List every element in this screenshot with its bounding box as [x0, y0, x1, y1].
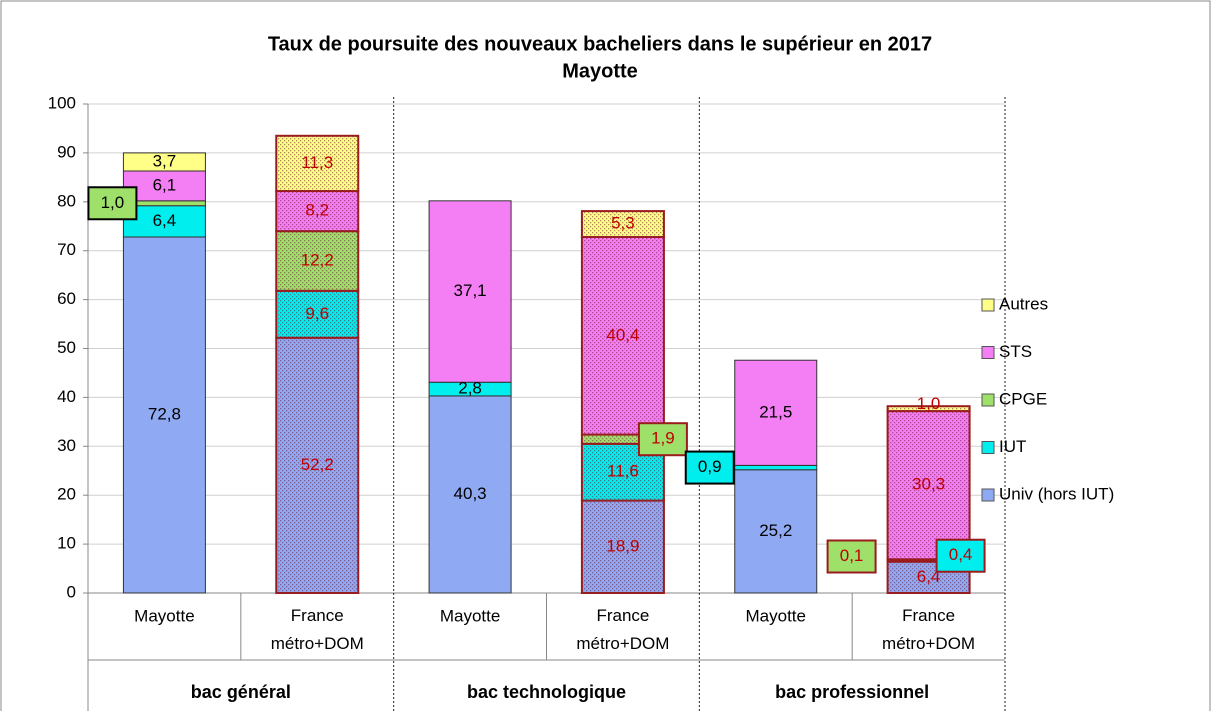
chart-title: Taux de poursuite des nouveaux bachelier… [268, 33, 932, 55]
value-label: 40,3 [454, 484, 487, 503]
y-tick-label: 100 [48, 93, 76, 112]
value-label: 1,0 [917, 394, 941, 413]
value-label: 3,7 [153, 151, 177, 170]
value-label: 2,8 [458, 379, 482, 398]
group-label: bac technologique [467, 682, 626, 702]
legend-label: Univ (hors IUT) [999, 484, 1114, 503]
bar-segment [734, 469, 818, 594]
x-tick-label: Mayotte [746, 606, 806, 625]
x-tick-label: Mayotte [134, 606, 194, 625]
value-label: 8,2 [305, 201, 329, 220]
bar-segment [734, 359, 818, 466]
x-tick-label: Mayotte [440, 606, 500, 625]
x-tick-label: France métro+DOM [882, 606, 975, 653]
label-box [684, 450, 735, 485]
bar-pattern [887, 411, 970, 560]
value-label: 1,9 [651, 429, 675, 448]
value-label: 40,4 [606, 325, 639, 344]
bar-pattern [581, 434, 664, 444]
value-label: 72,8 [148, 404, 181, 423]
y-tick-label: 80 [57, 191, 76, 210]
bar-segment [428, 395, 512, 594]
legend-swatch [981, 346, 995, 359]
legend-swatch [981, 488, 995, 502]
value-label: 12,2 [301, 250, 334, 269]
legend-swatch [981, 441, 995, 454]
bar-pattern [276, 231, 359, 291]
value-label: 30,3 [912, 475, 945, 494]
value-label: 6,4 [153, 211, 177, 230]
value-label: 5,3 [611, 214, 635, 233]
legend-label: Autres [999, 294, 1048, 313]
value-label: 18,9 [606, 536, 639, 555]
y-tick-label: 50 [57, 338, 76, 357]
chart-subtitle: Mayotte [562, 60, 638, 82]
value-label: 25,2 [759, 521, 792, 540]
y-tick-label: 0 [67, 582, 76, 601]
y-tick-label: 40 [57, 387, 76, 406]
label-box [87, 186, 138, 221]
x-tick-label: France métro+DOM [271, 606, 364, 653]
y-tick-label: 70 [57, 240, 76, 259]
value-label: 0,1 [840, 546, 864, 565]
legend-label: STS [999, 342, 1032, 361]
y-tick-label: 60 [57, 289, 76, 308]
legend-label: CPGE [999, 389, 1047, 408]
value-label: 0,4 [949, 545, 973, 564]
value-label: 9,6 [305, 304, 329, 323]
value-label: 21,5 [759, 402, 792, 421]
value-label: 1,0 [101, 193, 125, 212]
value-label: 11,3 [301, 153, 333, 172]
value-label: 6,4 [917, 567, 941, 586]
bar-pattern [887, 406, 970, 412]
value-label: 11,6 [607, 462, 639, 481]
label-box [826, 539, 877, 574]
value-label: 37,1 [454, 281, 487, 300]
x-tick-label: France métro+DOM [576, 606, 669, 653]
bar-pattern [276, 135, 359, 192]
legend-swatch [981, 393, 995, 407]
bar-segment [428, 200, 512, 383]
value-label: 52,2 [301, 455, 334, 474]
group-label: bac général [191, 682, 291, 702]
group-label: bac professionnel [775, 682, 929, 702]
label-box [637, 422, 688, 457]
legend-swatch [981, 298, 995, 312]
value-label: 0,9 [698, 457, 722, 476]
y-tick-label: 20 [57, 485, 76, 504]
value-label: 6,1 [153, 175, 177, 194]
y-tick-label: 90 [57, 142, 76, 161]
bar-pattern [276, 191, 359, 232]
bar-pattern [581, 500, 664, 593]
legend-label: IUT [999, 437, 1026, 456]
bar-pattern [581, 211, 664, 238]
bar-segment [734, 464, 818, 471]
bar-pattern [276, 337, 359, 593]
bar-pattern [276, 290, 359, 338]
bar-pattern [581, 237, 664, 435]
bar-segment [122, 152, 206, 172]
label-box [935, 538, 986, 573]
y-tick-label: 10 [57, 534, 76, 553]
y-tick-label: 30 [57, 436, 76, 455]
